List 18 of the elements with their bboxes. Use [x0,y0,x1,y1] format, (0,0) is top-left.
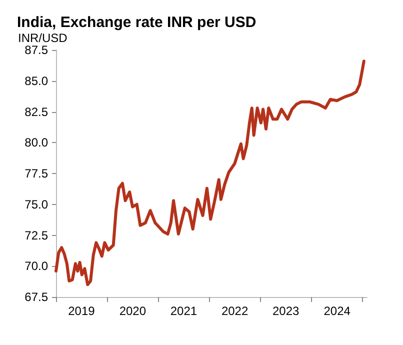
chart-title: India, Exchange rate INR per USD [17,14,256,31]
line-series [54,60,366,286]
x-tick-label: 2020 [119,304,146,318]
x-tick-label: 2022 [221,304,248,318]
x-tick-label: 2023 [272,304,300,318]
y-tick-label: 87.5 [24,43,48,57]
y-tick-label: 80.0 [24,136,48,150]
x-tick-label: 2019 [68,304,96,318]
y-tick-label: 75.0 [24,197,48,212]
y-tick-label: 82.5 [24,104,48,119]
x-tick-label: 2021 [170,304,198,318]
y-tick-label: 70.0 [24,259,48,274]
x-tick-label: 2024 [324,304,351,318]
y-tick-label: 85.0 [24,74,48,88]
y-tick-label: 72.5 [24,228,48,242]
y-tick-label: 77.5 [24,166,48,180]
y-axis-title: INR/USD [18,31,68,45]
y-tick-label: 67.5 [24,290,48,304]
